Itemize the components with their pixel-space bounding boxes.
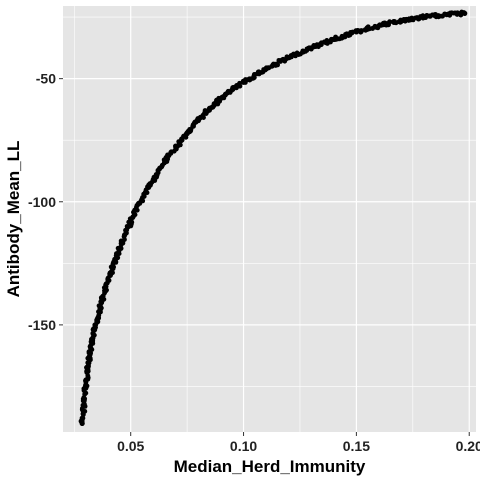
data-point [85,366,91,372]
data-point [139,196,145,202]
data-point [82,383,89,390]
y-tick-label: -150 [28,317,56,333]
x-tick-label: 0.05 [117,438,144,454]
data-point [187,126,193,132]
x-axis-label: Median_Herd_Immunity [174,457,366,476]
y-axis: -50 -100 -150 [28,71,63,333]
data-point [308,45,314,51]
x-tick-label: 0.15 [343,438,370,454]
data-point [161,159,168,165]
y-tick-label: -100 [28,194,56,210]
x-axis: 0.05 0.10 0.15 0.20 [117,432,480,454]
data-point [179,137,185,143]
data-point [218,95,224,101]
data-point [119,241,125,247]
data-point [263,66,269,72]
data-point [173,144,179,151]
data-point [387,19,392,25]
data-point [79,420,85,426]
data-point [421,14,427,20]
data-point [398,18,405,24]
data-point [211,101,217,107]
data-point [128,218,134,225]
data-point [229,87,235,93]
data-point [80,402,86,408]
data-point [462,10,468,16]
data-point [98,304,104,309]
data-point [112,258,118,264]
data-point [353,29,359,35]
data-point [80,408,86,414]
x-tick-label: 0.20 [456,438,480,454]
data-point [98,300,104,306]
data-point [286,55,292,61]
data-point [274,61,279,67]
data-point [240,79,247,85]
data-point [331,36,337,42]
data-point [81,396,88,402]
data-point [89,339,95,345]
data-point [195,117,202,124]
data-point [94,317,100,323]
x-tick-label: 0.10 [230,438,257,454]
y-tick-label: -50 [36,71,56,87]
y-axis-label: Antibody_Mean_LL [4,141,23,298]
data-point [150,177,156,183]
data-point [105,277,111,284]
data-points [78,9,468,426]
data-point [376,23,382,29]
data-point [184,130,190,136]
data-point [87,351,93,358]
major-grid-lines [63,6,476,432]
data-point [444,12,450,18]
data-point [207,105,213,111]
data-point [91,327,98,333]
